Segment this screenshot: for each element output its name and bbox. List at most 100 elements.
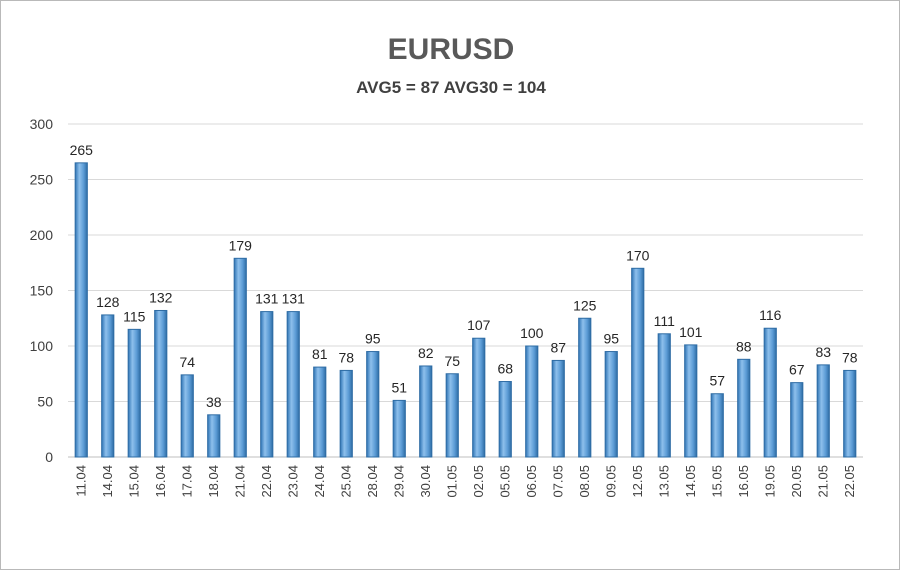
data-label: 101 (679, 324, 703, 340)
x-tick-label: 19.05 (762, 465, 777, 498)
bar (233, 257, 247, 458)
x-tick-label: 20.05 (789, 465, 804, 498)
bar (578, 317, 592, 458)
bar (127, 328, 141, 458)
data-label: 170 (626, 247, 650, 263)
x-tick-label: 29.04 (391, 465, 406, 498)
data-label: 131 (282, 291, 306, 307)
y-tick-label: 50 (37, 394, 53, 410)
data-label: 88 (736, 338, 752, 354)
bar (286, 311, 300, 458)
bar (737, 358, 751, 458)
y-tick-label: 150 (30, 283, 54, 299)
x-tick-label: 13.05 (656, 465, 671, 498)
y-axis-ticks: 0 50 100 150 200 250 300 (30, 116, 54, 465)
bar (631, 267, 645, 458)
x-tick-label: 17.04 (179, 465, 194, 498)
bar (498, 381, 512, 458)
x-tick-label: 22.05 (842, 465, 857, 498)
data-label: 78 (842, 349, 858, 365)
bar (445, 373, 459, 458)
chart-title: EURUSD (388, 33, 515, 66)
bar (763, 327, 777, 458)
data-label: 67 (789, 362, 805, 378)
data-label: 95 (603, 331, 619, 347)
x-tick-label: 21.04 (232, 465, 247, 498)
data-label: 265 (70, 142, 94, 158)
bar (74, 162, 88, 458)
data-label: 115 (123, 308, 146, 324)
data-label: 81 (312, 346, 328, 362)
y-tick-label: 0 (45, 449, 53, 465)
bar (472, 337, 486, 458)
x-tick-label: 30.04 (418, 465, 433, 498)
bar (419, 365, 433, 458)
x-tick-label: 14.04 (100, 465, 115, 498)
data-label: 128 (96, 294, 120, 310)
x-tick-label: 16.05 (736, 465, 751, 498)
data-label: 82 (418, 345, 434, 361)
bar (551, 359, 565, 458)
data-label: 75 (444, 353, 460, 369)
data-label: 116 (759, 307, 782, 323)
bar (843, 369, 857, 458)
x-tick-label: 23.04 (285, 465, 300, 498)
data-label: 74 (179, 354, 195, 370)
bar (207, 414, 221, 458)
data-label: 51 (391, 379, 407, 395)
bar (260, 311, 274, 458)
bar (684, 344, 698, 458)
bar (790, 382, 804, 458)
bar (366, 351, 380, 458)
bar (525, 345, 539, 458)
data-label: 78 (338, 349, 354, 365)
y-tick-label: 200 (30, 227, 54, 243)
x-tick-label: 16.04 (153, 465, 168, 498)
x-tick-label: 11.04 (73, 465, 88, 497)
data-label: 125 (573, 297, 597, 313)
bar (392, 399, 406, 458)
y-tick-label: 250 (30, 172, 54, 188)
x-tick-label: 02.05 (471, 465, 486, 498)
y-tick-label: 100 (30, 338, 54, 354)
x-tick-label: 06.05 (524, 465, 539, 498)
x-tick-label: 25.04 (338, 465, 353, 498)
x-tick-label: 21.05 (815, 465, 830, 498)
bar (101, 314, 115, 458)
bar (657, 333, 671, 458)
x-tick-label: 15.04 (126, 465, 141, 498)
x-tick-label: 14.05 (683, 465, 698, 498)
bar (604, 351, 618, 458)
gridlines (68, 123, 863, 402)
y-tick-label: 300 (30, 116, 54, 132)
bar (154, 309, 168, 458)
data-label: 132 (149, 289, 173, 305)
bar (816, 364, 830, 458)
data-label: 68 (497, 361, 513, 377)
x-tick-label: 09.05 (603, 465, 618, 498)
data-label: 100 (520, 325, 544, 341)
x-tick-label: 22.04 (259, 465, 274, 498)
bar (313, 366, 327, 458)
data-label: 87 (550, 339, 566, 355)
data-label: 179 (229, 237, 253, 253)
x-tick-label: 24.04 (312, 465, 327, 498)
x-tick-label: 12.05 (630, 465, 645, 498)
x-tick-label: 05.05 (497, 465, 512, 498)
bar (339, 369, 353, 458)
x-tick-label: 07.05 (550, 465, 565, 498)
bars (74, 162, 857, 458)
x-axis-ticks: 11.04 14.04 15.04 16.04 17.04 18.04 21.04 22.04… (73, 465, 857, 498)
bar (710, 393, 724, 458)
x-tick-label: 08.05 (577, 465, 592, 498)
x-tick-label: 18.04 (206, 465, 221, 498)
bar (180, 374, 194, 458)
x-tick-label: 28.04 (365, 465, 380, 498)
data-label: 57 (709, 373, 725, 389)
x-tick-label: 15.05 (709, 465, 724, 498)
x-tick-label: 01.05 (444, 465, 459, 498)
data-label: 95 (365, 331, 381, 347)
data-label: 38 (206, 394, 222, 410)
